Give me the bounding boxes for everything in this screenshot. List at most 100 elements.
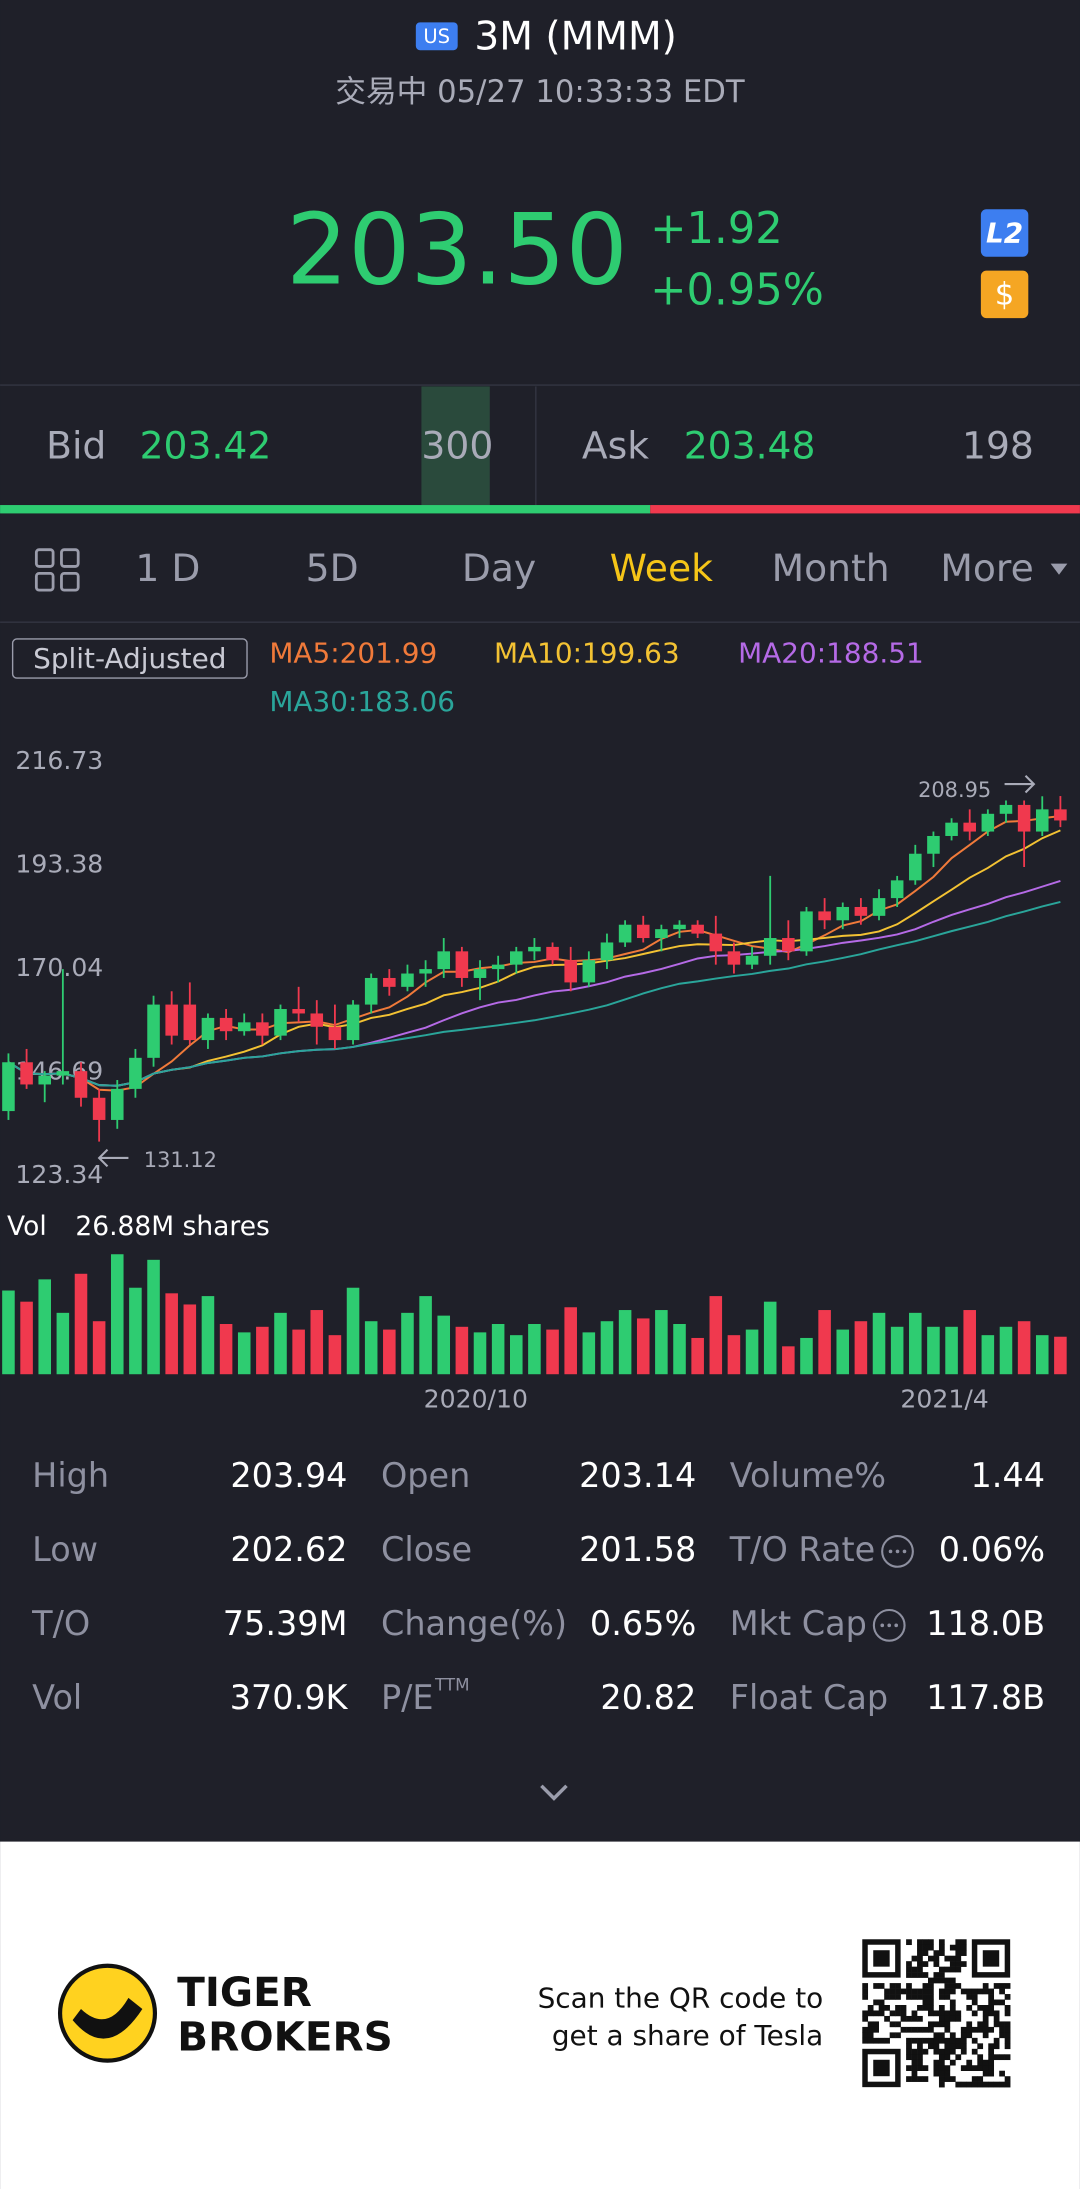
volume-bar: [836, 1329, 850, 1375]
stat-value: 203.14: [579, 1456, 696, 1495]
market-label: US: [423, 25, 450, 48]
qr-module: [933, 2048, 940, 2055]
stat-label: Open: [381, 1456, 470, 1495]
qr-module: [949, 1955, 956, 1962]
y-tick-label: 193.38: [15, 849, 103, 878]
qr-module: [988, 1999, 995, 2006]
qr-module: [977, 2054, 984, 2061]
qr-module: [862, 2032, 869, 2039]
qr-module: [906, 1939, 912, 1946]
volume-bar: [618, 1310, 632, 1375]
stat-label-sup: TTM: [434, 1674, 470, 1694]
qr-module: [922, 1999, 929, 2006]
candle-body: [38, 1075, 51, 1085]
qr-module: [1004, 2010, 1011, 2017]
qr-module: [911, 2010, 918, 2017]
qr-module: [917, 1966, 923, 1973]
qr-module: [977, 2021, 984, 2028]
qr-module: [977, 2081, 984, 2088]
qr-module: [982, 1988, 989, 1995]
trade-status: 交易中 05/27 10:33:33 EDT: [335, 75, 745, 110]
candle-body: [782, 938, 795, 952]
qr-module: [949, 1999, 956, 2006]
qr-module: [917, 1950, 923, 1956]
stat-label: Low: [32, 1530, 98, 1569]
qr-module: [944, 1983, 951, 1989]
tab[interactable]: More: [940, 546, 1033, 590]
vol-label: Vol: [7, 1211, 47, 1242]
tab[interactable]: Month: [772, 546, 890, 590]
qr-module: [906, 2048, 912, 2055]
tab[interactable]: 5D: [306, 546, 359, 590]
qr-module: [922, 1988, 929, 1995]
qr-module: [933, 2037, 940, 2044]
candle-body: [800, 911, 813, 952]
qr-module: [949, 2010, 956, 2017]
candle-body: [636, 924, 650, 939]
qr-module: [977, 2076, 984, 2082]
volume-bar: [655, 1310, 668, 1375]
volume-bar: [165, 1293, 178, 1375]
volume-bar: [401, 1312, 414, 1375]
candle-body: [981, 813, 995, 832]
logo-mark: [72, 1997, 143, 2039]
candle-body: [165, 1004, 178, 1036]
qr-module: [933, 1955, 940, 1962]
qr-module: [917, 2065, 923, 2072]
qr-module: [960, 2032, 967, 2039]
volume-bar: [147, 1259, 160, 1375]
volume-bar: [546, 1329, 559, 1375]
qr-module: [949, 2059, 956, 2066]
qr-module: [906, 2015, 912, 2022]
qr-module: [911, 2054, 918, 2061]
grid-icon[interactable]: [34, 548, 80, 592]
qr-module: [982, 2010, 989, 2017]
tab[interactable]: 1 D: [135, 546, 200, 590]
stat-label: Vol: [32, 1678, 82, 1717]
volume-bar: [673, 1324, 686, 1375]
qr-module: [938, 1944, 945, 1951]
tab[interactable]: Day: [462, 546, 536, 590]
qr-module: [993, 2054, 1000, 2061]
adjust-box[interactable]: [11, 638, 248, 679]
stat-label: Change(%): [381, 1604, 567, 1643]
candle-body: [328, 1026, 342, 1041]
volume-bar: [582, 1332, 596, 1375]
qr-module: [928, 2037, 934, 2044]
qr-module: [895, 1983, 901, 1989]
l2-badge[interactable]: [980, 209, 1029, 257]
qr-module: [895, 1988, 901, 1995]
qr-module: [938, 2004, 945, 2011]
qr-module: [900, 1988, 907, 1995]
expand-chevron[interactable]: [540, 1784, 568, 1801]
info-dot: [888, 1549, 893, 1554]
dollar-badge[interactable]: [980, 270, 1029, 319]
qr-module: [906, 1966, 912, 1973]
qr-module: [917, 2076, 923, 2082]
qr-module: [928, 1988, 934, 1995]
candle-body: [836, 906, 850, 921]
qr-module: [922, 2037, 929, 2044]
info-icon[interactable]: [881, 1535, 914, 1568]
qr-module: [999, 2021, 1005, 2028]
qr-module: [933, 2070, 940, 2077]
qr-module: [917, 1994, 923, 2000]
brand-line: BROKERS: [177, 2013, 393, 2061]
volume-bar: [600, 1321, 614, 1375]
tab[interactable]: Week: [610, 546, 713, 590]
qr-module: [917, 1972, 923, 1978]
qr-module: [971, 2037, 978, 2044]
qr-module: [895, 1994, 901, 2000]
info-icon[interactable]: [872, 1608, 906, 1642]
ma-label: MA5:201.99: [269, 636, 437, 669]
qr-finder: [873, 2059, 890, 2077]
qr-module: [960, 1961, 967, 1967]
qr-module: [955, 1966, 962, 1973]
stat-label: Close: [381, 1530, 472, 1569]
volume-bar: [636, 1318, 650, 1375]
volume-bar: [74, 1273, 88, 1375]
qr-module: [906, 2043, 912, 2050]
info-dot: [880, 1623, 885, 1628]
qr-module: [944, 1988, 951, 1995]
